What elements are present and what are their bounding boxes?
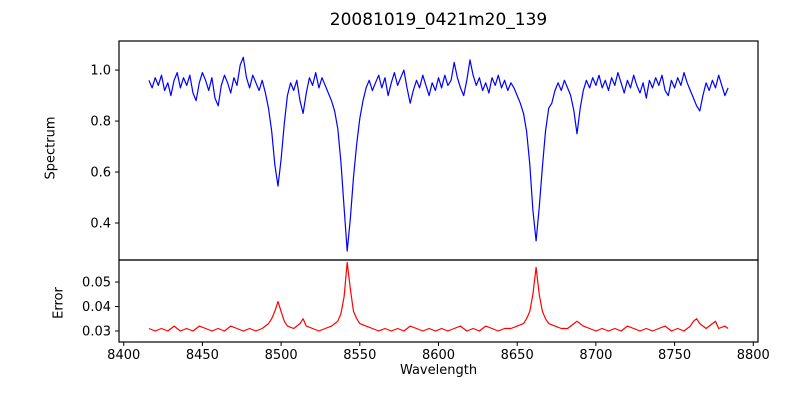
error-line <box>148 261 729 332</box>
xtick-label: 8800 <box>737 348 770 363</box>
chart-title: 20081019_0421m20_139 <box>329 10 548 30</box>
spectrum-ytick-label: 0.8 <box>90 115 111 130</box>
spectrum-ytick-label: 1.0 <box>90 64 111 79</box>
spectrum-ytick-label: 0.4 <box>90 217 111 232</box>
spectrum-panel-frame <box>118 40 759 261</box>
xtick-label: 8400 <box>107 348 140 363</box>
xtick-label: 8600 <box>422 348 455 363</box>
xtick-label: 8500 <box>265 348 298 363</box>
error-ytick-label: 0.03 <box>82 324 111 339</box>
error-axis-label: Error <box>51 287 67 319</box>
xtick-label: 8750 <box>658 348 691 363</box>
xtick-label: 8550 <box>343 348 376 363</box>
xtick-label: 8700 <box>579 348 612 363</box>
wavelength-axis-label: Wavelength <box>399 363 478 378</box>
xtick-label: 8450 <box>186 348 219 363</box>
error-ytick-label: 0.04 <box>82 300 111 315</box>
spectrum-line <box>148 56 729 252</box>
error-ytick-label: 0.05 <box>82 276 111 291</box>
spectrum-axis-label: Spectrum <box>43 116 59 180</box>
spectrum-ytick-label: 0.6 <box>90 166 111 181</box>
xtick-label: 8650 <box>501 348 534 363</box>
